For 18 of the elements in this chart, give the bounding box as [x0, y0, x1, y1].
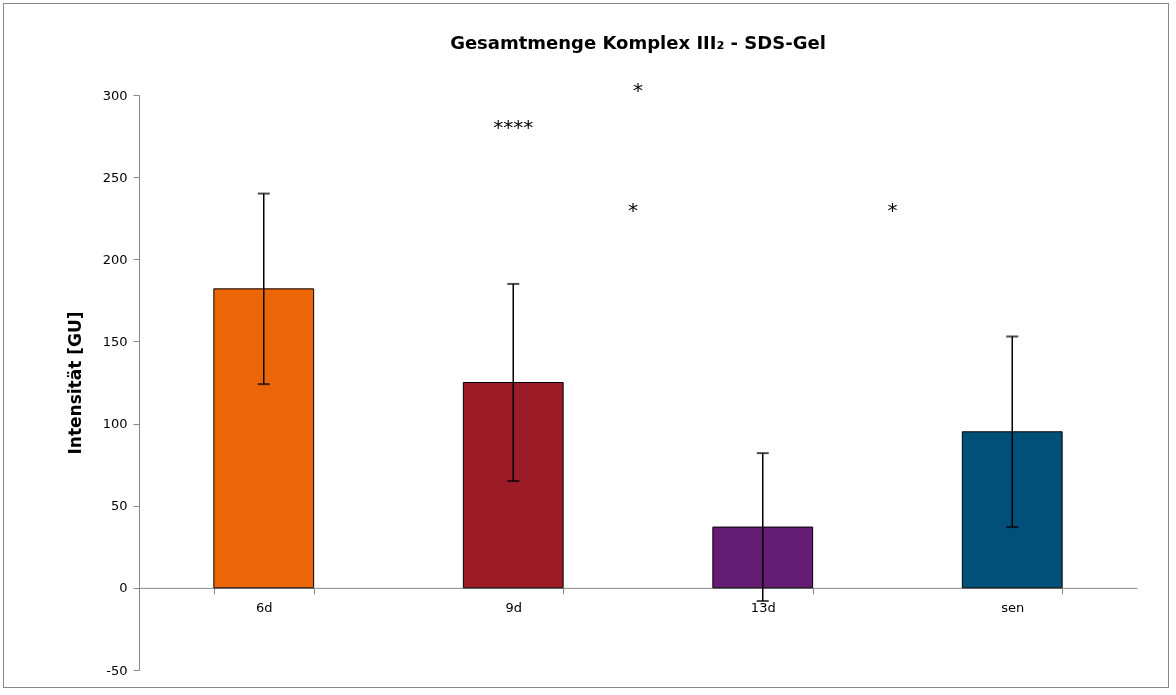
- annotation: *: [628, 198, 639, 223]
- y-tick-label: 0: [119, 580, 128, 596]
- y-axis-title: Intensität [GU]: [64, 311, 85, 455]
- annotation: *: [633, 77, 643, 102]
- annotation: *: [887, 198, 898, 223]
- chart-title: Gesamtmenge Komplex III₂ - SDS-Gel: [450, 31, 826, 53]
- y-tick-label: -50: [106, 662, 128, 678]
- y-tick-label: 200: [102, 251, 128, 267]
- y-tick-label: 50: [110, 498, 128, 514]
- x-tick-label: sen: [1001, 600, 1025, 616]
- y-tick-label: 250: [102, 169, 128, 185]
- y-tick-label: 100: [102, 416, 128, 432]
- x-tick-label: 6d: [255, 600, 273, 616]
- x-tick-label: 13d: [750, 600, 776, 616]
- x-tick-label: 9d: [505, 600, 523, 616]
- annotation: ****: [493, 115, 534, 139]
- y-tick-label: 300: [102, 87, 128, 103]
- y-tick-label: 150: [102, 333, 128, 349]
